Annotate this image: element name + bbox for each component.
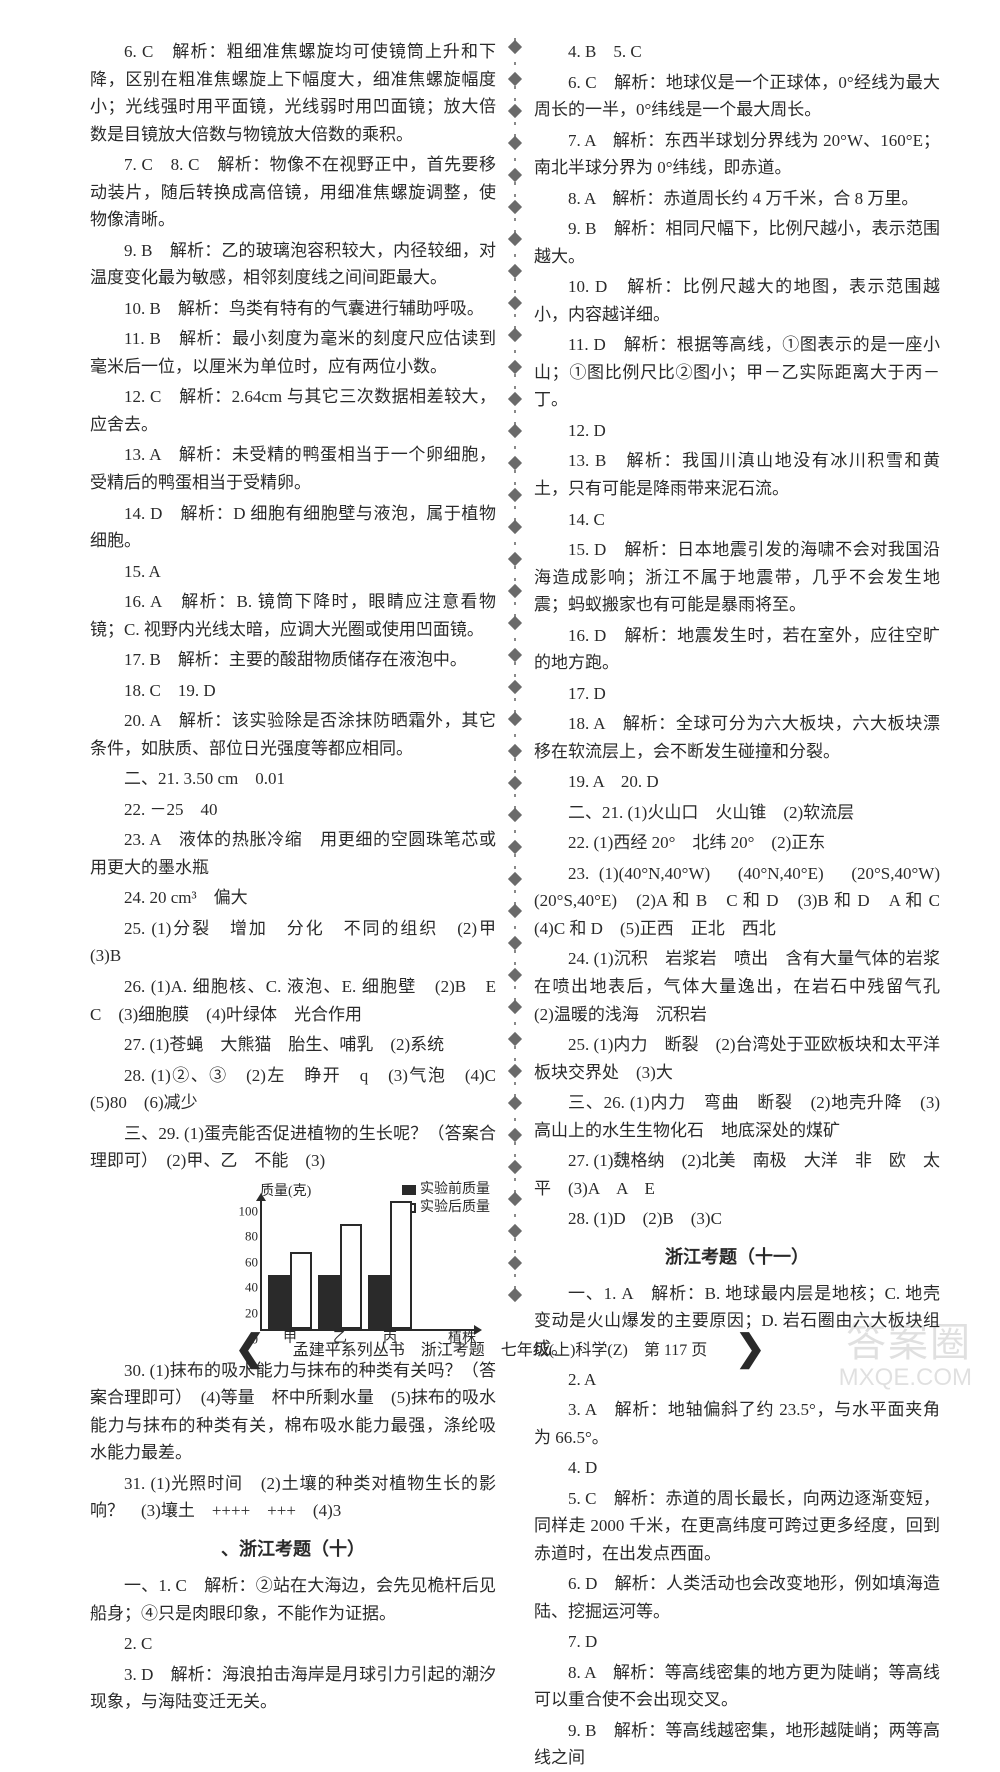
bar-before <box>268 1275 290 1329</box>
paragraph: 23. (1)(40°N,40°W) (40°N,40°E) (20°S,40°… <box>534 860 940 943</box>
paragraph: 27. (1)魏格纳 (2)北美 南极 大洋 非 欧 太平 (3)A A E <box>534 1147 940 1202</box>
paragraph: 6. D 解析：人类活动也会改变地形，例如填海造陆、挖掘运河等。 <box>534 1570 940 1625</box>
paragraph: 9. B 解析：相同尺幅下，比例尺越小，表示范围越大。 <box>534 215 940 270</box>
paragraph: 13. A 解析：未受精的鸭蛋相当于一个卵细胞，受精后的鸭蛋相当于受精卵。 <box>90 441 496 496</box>
y-tick-label: 40 <box>232 1277 258 1298</box>
swatch-filled-icon <box>402 1185 416 1195</box>
paragraph: 19. A 20. D <box>534 768 940 796</box>
paragraph: 18. A 解析：全球可分为六大板块，六大板块漂移在软流层上，会不断发生碰撞和分… <box>534 710 940 765</box>
two-column-layout: 6. C 解析：粗细准焦螺旋均可使镜筒上升和下降，区别在粗准焦螺旋上下幅度大，细… <box>0 0 1000 1300</box>
paragraph: 6. C 解析：粗细准焦螺旋均可使镜筒上升和下降，区别在粗准焦螺旋上下幅度大，细… <box>90 38 496 148</box>
page-root: 6. C 解析：粗细准焦螺旋均可使镜筒上升和下降，区别在粗准焦螺旋上下幅度大，细… <box>0 0 1000 1397</box>
next-arrow-icon: ❯ <box>735 1327 765 1369</box>
paragraph: 26. (1)A. 细胞核、C. 液泡、E. 细胞壁 (2)B E C (3)细… <box>90 973 496 1028</box>
mass-bar-chart: 质量(克) 实验前质量 实验后质量 甲乙丙植株 020406080100 <box>230 1181 490 1351</box>
section-title-10: 、浙江考题（十） <box>90 1535 496 1564</box>
footer-text: 孟建平系列丛书 浙江考题 七年级(上)科学(Z) 第 117 页 <box>293 1336 708 1360</box>
bar-before <box>368 1275 390 1329</box>
y-tick-label: 60 <box>232 1251 258 1272</box>
section-title-11: 浙江考题（十一） <box>534 1243 940 1272</box>
paragraph: 23. A 液体的热胀冷缩 用更细的空圆珠笔芯或用更大的墨水瓶 <box>90 826 496 881</box>
paragraph: 28. (1)D (2)B (3)C <box>534 1205 940 1233</box>
y-tick-label: 100 <box>232 1200 258 1221</box>
bar-after <box>390 1201 412 1329</box>
paragraph: 17. D <box>534 680 940 708</box>
watermark-line2: MXQE.COM <box>839 1365 972 1391</box>
left-column: 6. C 解析：粗细准焦螺旋均可使镜筒上升和下降，区别在粗准焦螺旋上下幅度大，细… <box>90 38 514 1300</box>
paragraph: 3. D 解析：海浪拍击海岸是月球引力引起的潮汐现象，与海陆变迁无关。 <box>90 1661 496 1716</box>
right-column: 4. B 5. C 6. C 解析：地球仪是一个正球体，0°经线为最大周长的一半… <box>516 38 940 1300</box>
paragraph: 31. (1)光照时间 (2)土壤的种类对植物生长的影响？ (3)壤土 ++++… <box>90 1470 496 1525</box>
paragraph: 2. C <box>90 1630 496 1658</box>
paragraph: 22. (1)西经 20° 北纬 20° (2)正东 <box>534 829 940 857</box>
paragraph: 16. D 解析：地震发生时，若在室外，应往空旷的地方跑。 <box>534 622 940 677</box>
paragraph: 8. A 解析：赤道周长约 4 万千米，合 8 万里。 <box>534 185 940 213</box>
y-tick-label: 20 <box>232 1303 258 1324</box>
paragraph: 8. A 解析：等高线密集的地方更为陡峭；等高线可以重合使不会出现交叉。 <box>534 1659 940 1714</box>
paragraph: 4. D <box>534 1454 940 1482</box>
y-tick-label: 80 <box>232 1226 258 1247</box>
paragraph: 24. 20 cm³ 偏大 <box>90 884 496 912</box>
paragraph: 12. D <box>534 417 940 445</box>
chart-bars <box>262 1201 476 1329</box>
paragraph: 14. C <box>534 506 940 534</box>
prev-arrow-icon: ❮ <box>235 1327 265 1369</box>
paragraph: 3. A 解析：地轴偏斜了约 23.5°，与水平面夹角为 66.5°。 <box>534 1396 940 1451</box>
bar-group <box>318 1224 362 1329</box>
paragraph: 三、29. (1)蛋壳能否促进植物的生长呢？（答案合理即可） (2)甲、乙 不能… <box>90 1120 496 1175</box>
paragraph: 10. B 解析：鸟类有特有的气囊进行辅助呼吸。 <box>90 295 496 323</box>
paragraph: 27. (1)苍蝇 大熊猫 胎生、哺乳 (2)系统 <box>90 1031 496 1059</box>
paragraph: 28. (1)②、③ (2)左 睁开 q (3)气泡 (4)C (5)80 (6… <box>90 1062 496 1117</box>
paragraph: 14. D 解析：D 细胞有细胞壁与液泡，属于植物细胞。 <box>90 500 496 555</box>
paragraph: 11. D 解析：根据等高线，①图表示的是一座小山；①图比例尺比②图小；甲－乙实… <box>534 331 940 414</box>
bar-after <box>290 1252 312 1329</box>
bar-after <box>340 1224 362 1329</box>
paragraph: 一、1. C 解析：②站在大海边，会先见桅杆后见船身；④只是肉眼印象，不能作为证… <box>90 1572 496 1627</box>
paragraph: 9. B 解析：等高线越密集，地形越陡峭；两等高线之间 <box>534 1717 940 1772</box>
paragraph: 15. A <box>90 558 496 586</box>
paragraph: 10. D 解析：比例尺越大的地图，表示范围越小，内容越详细。 <box>534 273 940 328</box>
bar-group <box>368 1201 412 1329</box>
paragraph: 22. －25 40 <box>90 796 496 824</box>
watermark-line1: 答案圈 <box>839 1321 972 1365</box>
paragraph: 13. B 解析：我国川滇山地没有冰川积雪和黄土，只有可能是降雨带来泥石流。 <box>534 447 940 502</box>
paragraph: 25. (1)分裂 增加 分化 不同的组织 (2)甲 (3)B <box>90 915 496 970</box>
legend-before: 实验前质量 <box>402 1181 490 1199</box>
paragraph: 7. A 解析：东西半球划分界线为 20°W、160°E；南北半球分界为 0°纬… <box>534 127 940 182</box>
paragraph: 16. A 解析：B. 镜筒下降时，眼睛应注意看物镜；C. 视野内光线太暗，应调… <box>90 588 496 643</box>
paragraph: 二、21. 3.50 cm 0.01 <box>90 765 496 793</box>
watermark: 答案圈 MXQE.COM <box>839 1321 972 1391</box>
paragraph: 18. C 19. D <box>90 677 496 705</box>
bar-group <box>268 1252 312 1329</box>
paragraph: 二、21. (1)火山口 火山锥 (2)软流层 <box>534 799 940 827</box>
paragraph: 25. (1)内力 断裂 (2)台湾处于亚欧板块和太平洋板块交界处 (3)大 <box>534 1031 940 1086</box>
column-divider <box>514 38 516 1300</box>
bar-before <box>318 1275 340 1329</box>
paragraph: 17. B 解析：主要的酸甜物质储存在液泡中。 <box>90 646 496 674</box>
paragraph: 20. A 解析：该实验除是否涂抹防晒霜外，其它条件，如肤质、部位日光强度等都应… <box>90 707 496 762</box>
paragraph: 4. B 5. C <box>534 38 940 66</box>
paragraph: 9. B 解析：乙的玻璃泡容积较大，内径较细，对温度变化最为敏感，相邻刻度线之间… <box>90 237 496 292</box>
paragraph: 7. C 8. C 解析：物像不在视野正中，首先要移动装片，随后转换成高倍镜，用… <box>90 151 496 234</box>
paragraph: 12. C 解析：2.64cm 与其它三次数据相差较大，应舍去。 <box>90 383 496 438</box>
paragraph: 7. D <box>534 1628 940 1656</box>
paragraph: 11. B 解析：最小刻度为毫米的刻度尺应估读到毫米后一位，以厘米为单位时，应有… <box>90 325 496 380</box>
paragraph: 15. D 解析：日本地震引发的海啸不会对我国沿海造成影响；浙江不属于地震带，几… <box>534 536 940 619</box>
paragraph: 6. C 解析：地球仪是一个正球体，0°经线为最大周长的一半，0°纬线是一个最大… <box>534 69 940 124</box>
paragraph: 5. C 解析：赤道的周长最长，向两边逐渐变短，同样走 2000 千米，在更高纬… <box>534 1485 940 1568</box>
paragraph: 30. (1)抹布的吸水能力与抹布的种类有关吗？（答案合理即可） (4)等量 杯… <box>90 1357 496 1467</box>
paragraph: 三、26. (1)内力 弯曲 断裂 (2)地壳升降 (3)高山上的水生生物化石 … <box>534 1089 940 1144</box>
paragraph: 24. (1)沉积 岩浆岩 喷出 含有大量气体的岩浆在喷出地表后，气体大量逸出，… <box>534 945 940 1028</box>
legend-before-label: 实验前质量 <box>420 1182 490 1197</box>
